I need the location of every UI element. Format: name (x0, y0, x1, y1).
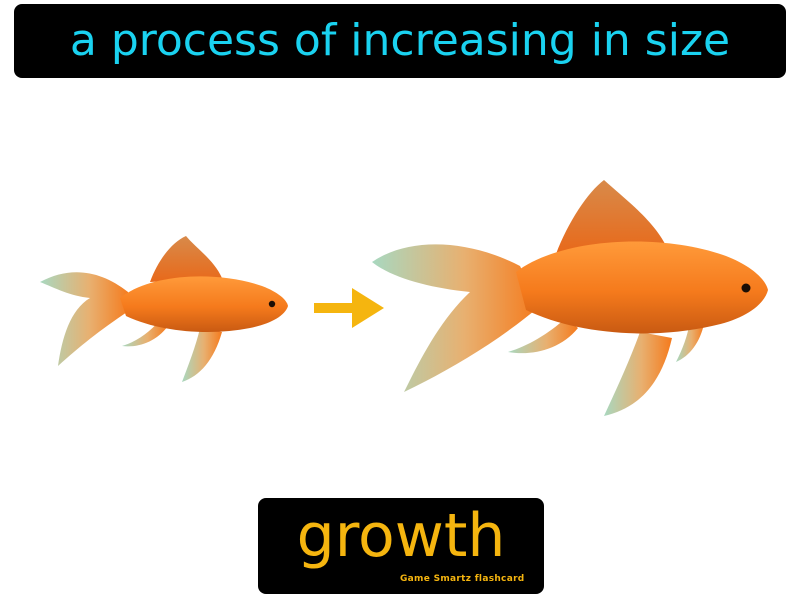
term-card: growth Game Smartz flashcard (258, 498, 544, 594)
small-goldfish-icon (40, 236, 288, 382)
arrow-right-icon (314, 288, 384, 328)
definition-text: a process of increasing in size (69, 15, 731, 66)
definition-banner: a process of increasing in size (14, 4, 786, 78)
flashcard-credit: Game Smartz flashcard (400, 574, 525, 584)
goldfish-growth-illustration (40, 180, 768, 416)
large-goldfish-icon (372, 180, 768, 416)
term-word: growth (296, 501, 506, 571)
